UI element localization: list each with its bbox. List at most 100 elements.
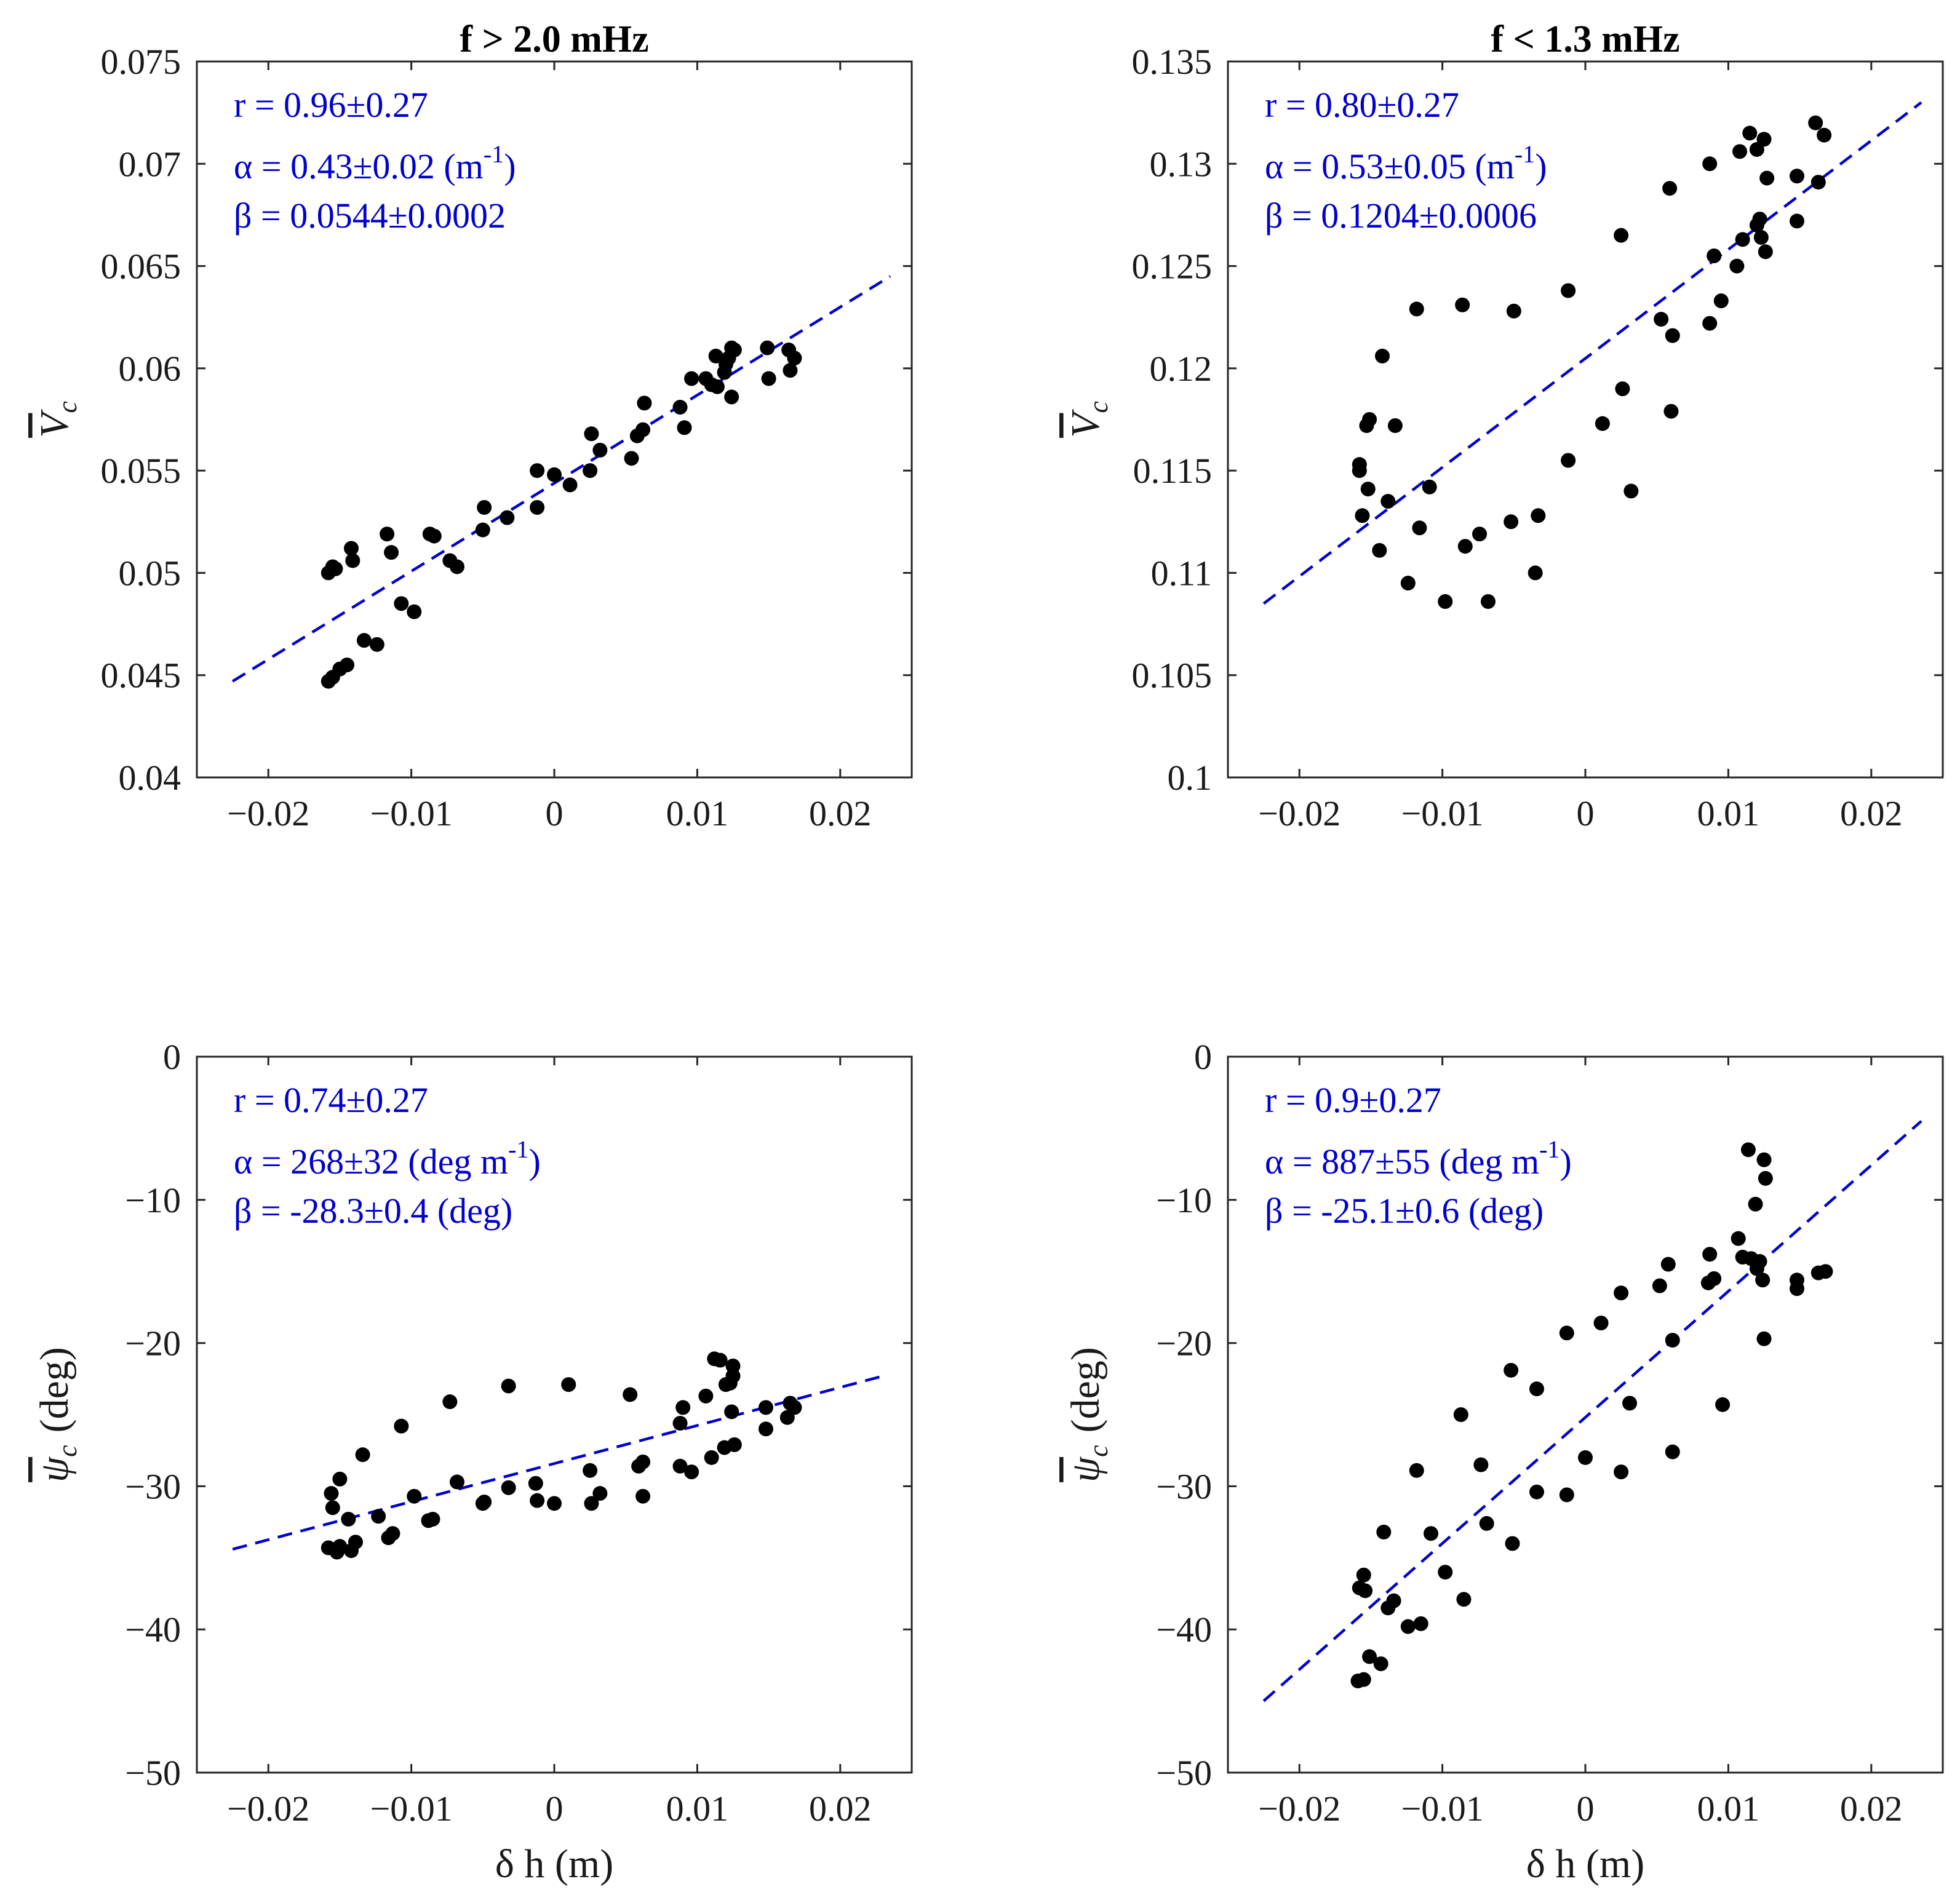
data-point <box>1559 1487 1574 1503</box>
data-point <box>1455 297 1470 312</box>
data-point <box>1360 482 1376 497</box>
data-point <box>1665 1444 1680 1460</box>
data-point <box>1758 1170 1773 1186</box>
data-point <box>1506 303 1521 319</box>
annotation-alpha-end: ) <box>1535 146 1547 186</box>
annotation-alpha-main: α = 0.53±0.05 (m <box>1265 146 1515 186</box>
data-point <box>1623 483 1639 499</box>
data-point <box>1358 1583 1373 1599</box>
data-point <box>1759 170 1775 186</box>
data-point <box>1729 258 1745 274</box>
x-axis-label: δ h (m) <box>495 1841 613 1886</box>
data-point <box>1622 1396 1638 1411</box>
data-point <box>1789 213 1804 229</box>
fit-line <box>1262 101 1922 605</box>
data-point <box>332 1471 348 1487</box>
data-point <box>340 658 355 673</box>
data-point <box>1409 301 1424 317</box>
y-tick-label: 0.13 <box>1150 144 1213 184</box>
data-point <box>1505 1536 1520 1551</box>
data-point <box>1412 520 1427 536</box>
data-point <box>684 371 699 386</box>
data-point <box>1559 1325 1574 1341</box>
annotation-r: r = 0.74±0.27 <box>234 1080 428 1120</box>
data-point <box>698 1388 714 1404</box>
data-point <box>1479 1516 1494 1531</box>
data-point <box>787 1400 802 1415</box>
data-point <box>1504 1362 1519 1378</box>
x-tick-label: 0.02 <box>1840 1789 1903 1829</box>
y-tick-label: 0.04 <box>119 758 181 798</box>
data-point <box>1742 125 1758 141</box>
x-tick-label: 0.02 <box>809 793 872 833</box>
annotation-alpha: α = 0.53±0.05 (m-1) <box>1265 140 1547 186</box>
data-point <box>758 1421 773 1437</box>
data-point <box>1355 508 1370 523</box>
data-point <box>345 553 361 568</box>
y-tick-label: −30 <box>125 1466 181 1506</box>
data-point <box>1457 539 1473 554</box>
y-tick-label: 0.075 <box>101 42 181 82</box>
data-point <box>1472 526 1488 542</box>
y-axis-label-text: ψc (deg) <box>32 1347 82 1482</box>
data-point <box>501 1378 516 1394</box>
data-point <box>530 500 545 515</box>
annotation-beta: β = 0.1204±0.0006 <box>1265 196 1537 236</box>
data-point <box>709 379 725 394</box>
x-tick-label: 0.01 <box>1697 1789 1760 1829</box>
annotation-alpha-main: α = 887±55 (deg m <box>1265 1142 1539 1182</box>
data-point <box>449 1474 464 1490</box>
data-point <box>1758 244 1773 260</box>
data-point <box>672 1415 688 1431</box>
x-tick-label: 0.01 <box>666 793 729 833</box>
data-point <box>1735 232 1750 247</box>
panel-voltage-high-frequency: −0.02 −0.01 0 0.01 0.02 0.04 0.045 0.05 0.055 0.0… <box>32 18 913 833</box>
y-tick-label: 0.115 <box>1133 451 1212 491</box>
data-point <box>1752 1253 1767 1269</box>
data-point <box>501 1480 516 1495</box>
annotation-r: r = 0.9±0.27 <box>1265 1080 1441 1120</box>
data-point <box>1593 1316 1609 1331</box>
data-point <box>704 1450 719 1465</box>
x-tick-label: −0.02 <box>1258 793 1341 833</box>
data-point <box>343 541 359 556</box>
data-point <box>624 451 639 466</box>
annotation-r: r = 0.80±0.27 <box>1265 85 1459 125</box>
data-point <box>1372 542 1387 558</box>
x-tick-label: 0 <box>546 793 564 833</box>
x-tick-label: 0 <box>546 1789 564 1829</box>
data-point <box>355 1447 370 1463</box>
data-point <box>727 1437 742 1452</box>
y-axis-label: ψc (deg) <box>32 1347 82 1482</box>
data-point <box>332 1539 348 1554</box>
fit-line <box>231 275 891 683</box>
data-point <box>369 637 384 652</box>
data-point <box>547 1496 562 1511</box>
fit-line <box>232 1374 884 1551</box>
data-point <box>1374 348 1390 364</box>
data-point <box>1528 565 1543 581</box>
data-point <box>787 351 802 366</box>
data-point <box>477 1495 492 1510</box>
data-point <box>380 526 395 542</box>
data-point <box>1409 1463 1424 1478</box>
data-point <box>1817 127 1832 143</box>
data-point <box>1529 1484 1544 1500</box>
data-point <box>348 1535 363 1550</box>
x-tick-label: −0.01 <box>370 793 452 833</box>
data-point <box>325 1500 340 1516</box>
y-tick-label: −30 <box>1156 1466 1212 1506</box>
panel-voltage-low-frequency: −0.02 −0.01 0 0.01 0.02 0.1 0.105 0.11 0.115 0.12… <box>1063 18 1944 833</box>
y-axis-unit: (deg) <box>1063 1347 1108 1432</box>
data-point <box>530 1493 545 1508</box>
y-tick-label: 0.135 <box>1132 42 1213 82</box>
data-point <box>584 1496 599 1511</box>
data-point <box>1707 1271 1722 1286</box>
y-tick-label: −40 <box>125 1610 181 1650</box>
annotation-beta: β = -25.1±0.6 (deg) <box>1265 1191 1544 1231</box>
data-point <box>1386 1593 1401 1608</box>
y-tick-label: −10 <box>1156 1180 1212 1220</box>
data-point <box>1702 316 1718 331</box>
annotation-alpha: α = 0.43±0.02 (m-1) <box>234 140 516 186</box>
data-point <box>1755 1273 1771 1288</box>
